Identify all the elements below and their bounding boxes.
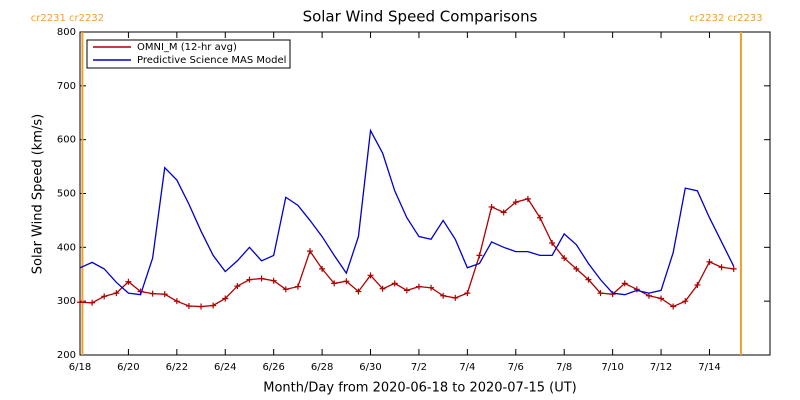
data-marker <box>730 265 737 272</box>
x-tick-label: 6/24 <box>214 362 236 373</box>
data-marker <box>428 284 435 291</box>
y-axis-label: Solar Wind Speed (km/s) <box>31 114 46 274</box>
data-marker <box>198 303 205 310</box>
data-marker <box>500 209 507 216</box>
data-marker <box>597 290 604 297</box>
x-tick-label: 7/4 <box>459 362 475 373</box>
data-marker <box>258 275 265 282</box>
data-marker <box>161 291 168 298</box>
x-tick-label: 6/22 <box>166 362 188 373</box>
x-tick-label: 7/2 <box>411 362 427 373</box>
data-marker <box>452 294 459 301</box>
data-marker <box>476 252 483 259</box>
x-tick-label: 6/30 <box>359 362 381 373</box>
legend-label: Predictive Science MAS Model <box>137 55 286 66</box>
x-tick-label: 6/20 <box>117 362 139 373</box>
data-marker <box>89 299 96 306</box>
data-marker <box>307 248 313 255</box>
data-marker <box>524 195 531 202</box>
y-tick-label: 600 <box>57 135 76 146</box>
data-marker <box>633 286 640 293</box>
data-marker <box>537 214 543 221</box>
data-marker <box>355 288 362 295</box>
data-marker <box>125 278 132 285</box>
x-tick-label: 7/12 <box>650 362 672 373</box>
y-tick-label: 800 <box>57 27 76 38</box>
data-marker <box>210 302 217 309</box>
carrington-label: cr2231 cr2232 <box>31 13 104 24</box>
data-marker <box>222 295 229 302</box>
data-marker <box>694 282 701 289</box>
data-marker <box>185 303 192 310</box>
data-marker <box>379 285 386 292</box>
data-marker <box>682 298 689 305</box>
y-tick-label: 200 <box>57 350 76 361</box>
data-marker <box>549 240 556 247</box>
data-marker <box>621 280 628 287</box>
carrington-label: cr2232 cr2233 <box>689 13 762 24</box>
data-marker <box>670 303 677 310</box>
data-marker <box>391 280 398 287</box>
x-tick-label: 6/18 <box>69 362 91 373</box>
data-marker <box>331 280 338 287</box>
data-marker <box>101 293 108 300</box>
data-marker <box>343 278 350 285</box>
data-marker <box>77 299 83 306</box>
data-marker <box>367 272 374 279</box>
data-marker <box>573 265 580 272</box>
y-tick-label: 300 <box>57 296 76 307</box>
data-marker <box>718 264 725 271</box>
data-marker <box>403 287 410 294</box>
data-marker <box>488 203 495 210</box>
data-marker <box>113 290 120 297</box>
legend-box <box>86 39 291 69</box>
data-marker <box>173 298 180 305</box>
x-tick-label: 7/14 <box>698 362 720 373</box>
x-tick-label: 7/6 <box>508 362 524 373</box>
x-tick-label: 7/10 <box>601 362 623 373</box>
data-marker <box>149 290 156 297</box>
data-marker <box>234 283 241 290</box>
series-line <box>79 128 735 296</box>
y-tick-label: 700 <box>57 81 76 92</box>
x-tick-label: 6/26 <box>262 362 284 373</box>
x-axis-label: Month/Day from 2020-06-18 to 2020-07-15 … <box>263 381 576 396</box>
data-marker <box>645 292 652 299</box>
data-marker <box>561 255 568 262</box>
x-tick-label: 6/28 <box>311 362 333 373</box>
data-marker <box>294 283 301 290</box>
data-marker <box>464 290 471 297</box>
data-marker <box>512 199 519 206</box>
y-tick-label: 400 <box>57 242 76 253</box>
y-tick-label: 500 <box>57 189 76 200</box>
chart-title: Solar Wind Speed Comparisons <box>303 8 538 26</box>
data-marker <box>706 258 713 265</box>
x-tick-label: 7/8 <box>556 362 572 373</box>
legend-label: OMNI_M (12-hr avg) <box>137 42 237 53</box>
data-marker <box>282 286 289 293</box>
data-marker <box>415 283 422 290</box>
data-marker <box>585 276 592 283</box>
data-marker <box>658 295 665 302</box>
data-marker <box>246 276 253 283</box>
data-marker <box>440 292 447 299</box>
data-marker <box>270 277 277 284</box>
data-marker <box>319 265 326 272</box>
